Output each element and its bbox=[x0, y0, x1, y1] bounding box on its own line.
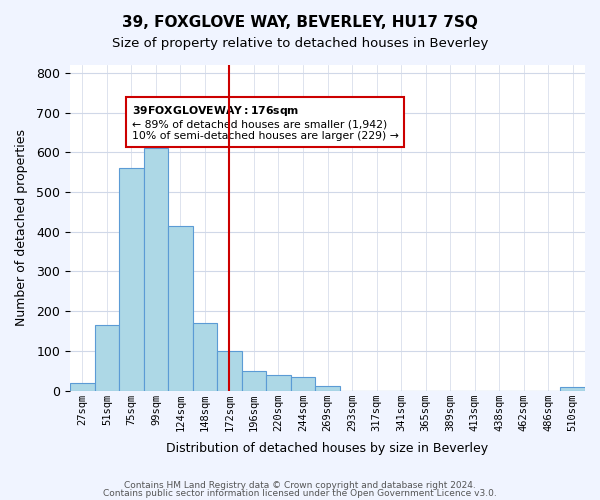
Bar bbox=[291, 376, 315, 390]
Bar bbox=[560, 388, 585, 390]
Bar bbox=[168, 226, 193, 390]
Bar bbox=[95, 325, 119, 390]
Bar bbox=[143, 148, 168, 390]
Bar bbox=[315, 386, 340, 390]
Bar bbox=[193, 323, 217, 390]
Text: Contains public sector information licensed under the Open Government Licence v3: Contains public sector information licen… bbox=[103, 488, 497, 498]
Bar bbox=[70, 382, 95, 390]
Bar bbox=[242, 371, 266, 390]
Text: Size of property relative to detached houses in Beverley: Size of property relative to detached ho… bbox=[112, 38, 488, 51]
Bar bbox=[217, 351, 242, 391]
X-axis label: Distribution of detached houses by size in Beverley: Distribution of detached houses by size … bbox=[166, 442, 488, 455]
Y-axis label: Number of detached properties: Number of detached properties bbox=[15, 130, 28, 326]
Text: $\bf{39 FOXGLOVE WAY: 176sqm}$
← 89% of detached houses are smaller (1,942)
10% : $\bf{39 FOXGLOVE WAY: 176sqm}$ ← 89% of … bbox=[132, 104, 399, 142]
Bar bbox=[266, 374, 291, 390]
Text: 39, FOXGLOVE WAY, BEVERLEY, HU17 7SQ: 39, FOXGLOVE WAY, BEVERLEY, HU17 7SQ bbox=[122, 15, 478, 30]
Text: Contains HM Land Registry data © Crown copyright and database right 2024.: Contains HM Land Registry data © Crown c… bbox=[124, 481, 476, 490]
Bar bbox=[119, 168, 143, 390]
